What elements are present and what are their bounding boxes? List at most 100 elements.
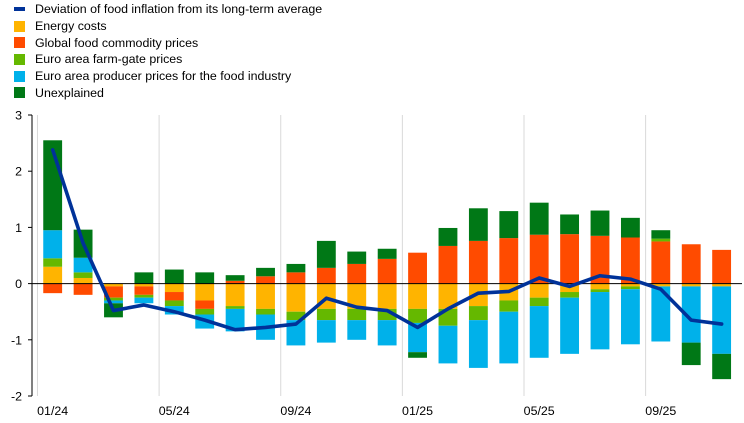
legend-swatch [14, 37, 25, 49]
bar-segment-4 [408, 322, 427, 353]
bar-segment-2 [73, 283, 93, 295]
bar-segment-4 [499, 311, 519, 364]
bar-segment-1 [164, 283, 184, 293]
bar-segment-4 [590, 292, 610, 350]
bar-segment-5 [408, 352, 427, 358]
bar-segment-1 [529, 283, 549, 298]
bar-segment-1 [438, 283, 458, 309]
bar-segment-3 [164, 300, 184, 307]
bar-segment-4 [620, 289, 640, 345]
legend-swatch [14, 53, 25, 65]
bar-segment-2 [377, 258, 397, 284]
bar-segment-3 [377, 308, 397, 321]
x-tick-label: 05/24 [159, 404, 190, 418]
bar-segment-5 [286, 263, 306, 273]
bar-segment-2 [438, 245, 458, 284]
x-tick-label: 01/24 [37, 404, 68, 418]
bar-segment-3 [590, 289, 610, 293]
bar-segment-5 [164, 269, 184, 284]
legend-item-global-food-commodity-prices: Global food commodity prices [14, 34, 322, 51]
bar-segment-5 [316, 240, 336, 268]
bar-segment-4 [347, 320, 367, 340]
bar-segment-2 [225, 280, 245, 284]
bar-segment-3 [620, 286, 640, 290]
bar-segment-5 [468, 208, 488, 241]
bar-segment-1 [347, 283, 367, 309]
legend-label: Euro area farm-gate prices [35, 52, 183, 67]
bar-segment-3 [347, 308, 367, 321]
bar-segment-3 [134, 294, 154, 298]
legend-label: Unexplained [35, 85, 104, 100]
bar-segment-3 [316, 308, 336, 321]
bar-segment-1 [712, 283, 732, 287]
bar-segment-1 [43, 266, 63, 284]
x-tick-label: 01/25 [402, 404, 433, 418]
bar-segment-4 [529, 306, 549, 358]
bar-segment-2 [468, 240, 488, 284]
bar-segment-4 [651, 286, 671, 342]
bar-segment-3 [73, 272, 93, 278]
bar-segment-3 [468, 306, 488, 321]
bar-segment-5 [712, 353, 732, 380]
bar-segment-4 [468, 320, 488, 368]
bar-segment-4 [225, 308, 245, 332]
bar-segment-1 [225, 283, 245, 307]
bar-segment-3 [651, 238, 671, 242]
bar-segment-4 [316, 320, 336, 343]
bar-segment-5 [134, 272, 154, 284]
chart-legend: Deviation of food inflation from its lon… [14, 1, 322, 101]
bar-segment-5 [499, 211, 519, 239]
bar-segment-3 [408, 308, 427, 323]
bar-segment-2 [712, 249, 732, 284]
bar-segment-1 [590, 283, 610, 290]
bar-segment-5 [681, 342, 701, 366]
legend-swatch [14, 87, 25, 99]
legend-item-energy-costs: Energy costs [14, 18, 322, 35]
bar-segment-2 [104, 286, 123, 298]
bar-segment-4 [712, 286, 732, 354]
y-tick-label: 1 [15, 221, 22, 235]
bar-segment-4 [43, 230, 63, 259]
legend-item-producer-prices: Euro area producer prices for the food i… [14, 68, 322, 85]
bar-segment-5 [195, 272, 215, 284]
bar-segment-4 [560, 297, 580, 354]
legend-swatch [14, 70, 25, 82]
bar-segment-1 [377, 283, 397, 309]
bar-segment-2 [286, 272, 306, 284]
x-tick-label: 09/24 [280, 404, 311, 418]
bar-segment-4 [73, 257, 93, 273]
food-inflation-deviation-line [50, 148, 724, 332]
bar-segment-1 [256, 283, 275, 309]
bar-segment-5 [438, 227, 458, 246]
y-tick-label: 0 [15, 277, 22, 291]
bar-segment-1 [195, 283, 215, 301]
bar-segment-2 [651, 241, 671, 284]
bar-segment-3 [560, 292, 580, 298]
bar-segment-3 [286, 311, 306, 321]
bar-segment-2 [499, 238, 519, 284]
bar-segment-5 [347, 251, 367, 264]
bar-segment-5 [651, 230, 671, 239]
legend-label: Global food commodity prices [35, 35, 199, 50]
y-tick-label: 2 [15, 165, 22, 179]
bar-segment-4 [681, 286, 701, 343]
bar-segment-2 [256, 276, 275, 284]
y-tick-label: -2 [11, 390, 22, 404]
bar-segment-3 [256, 308, 275, 315]
bar-segment-4 [134, 297, 154, 304]
legend-label: Energy costs [35, 19, 107, 34]
bar-segment-2 [408, 252, 427, 284]
bar-segment-1 [408, 283, 427, 309]
y-tick-label: -1 [11, 333, 22, 347]
bar-segment-2 [529, 234, 549, 284]
bar-segment-2 [620, 237, 640, 284]
legend-swatch [14, 20, 25, 32]
bar-segment-1 [651, 283, 671, 287]
x-tick-label: 09/25 [645, 404, 676, 418]
bar-segment-2 [560, 234, 580, 284]
bar-segment-3 [43, 258, 63, 267]
bar-segment-3 [529, 297, 549, 307]
bar-segment-2 [681, 244, 701, 284]
bar-segment-4 [438, 325, 458, 364]
